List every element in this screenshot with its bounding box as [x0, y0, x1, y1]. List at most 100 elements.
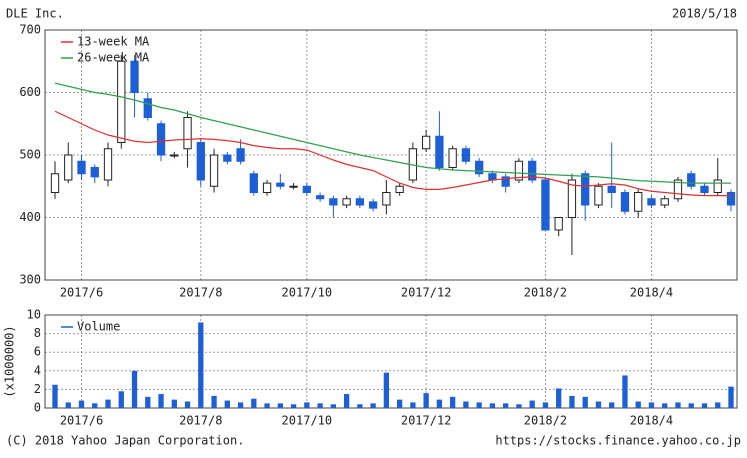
plot-frame: [44, 314, 738, 409]
x-tick-label: 2017/12: [401, 414, 452, 428]
x-tick-label: 2017/8: [179, 286, 222, 300]
volume-bar: [503, 403, 509, 408]
volume-bar: [277, 403, 283, 408]
volume-bar: [343, 394, 350, 408]
candle-body: [448, 148, 457, 168]
candle-body: [170, 154, 179, 157]
volume-bar: [635, 401, 641, 408]
ma-line: [54, 110, 731, 197]
candle-body: [302, 185, 311, 193]
volume-bar: [118, 391, 124, 408]
volume-bar: [463, 401, 469, 408]
candle-body: [567, 179, 577, 218]
candle-body: [223, 154, 232, 162]
volume-bar: [489, 403, 496, 408]
x-tick-label: 2018/4: [630, 286, 673, 300]
volume-bar: [423, 393, 429, 408]
y-tick-label: 400: [19, 210, 41, 224]
candle-body: [541, 179, 550, 231]
candle-body: [501, 176, 510, 187]
volume-bar: [436, 399, 443, 408]
candle-body: [329, 198, 338, 206]
x-tick-label: 2017/12: [401, 286, 452, 300]
candle-body: [475, 160, 484, 175]
y-tick-label: 10: [27, 308, 41, 322]
candle-body: [50, 173, 60, 193]
volume-bar: [211, 395, 217, 408]
volume-bar: [516, 404, 522, 408]
volume-bar: [145, 396, 151, 408]
x-tick-label: 2017/6: [60, 286, 103, 300]
y-tick-label: 4: [34, 363, 41, 377]
candle-body: [713, 179, 722, 193]
volume-bar: [158, 394, 164, 408]
candle-body: [581, 173, 590, 206]
volume-bar: [383, 372, 390, 408]
volume-bar: [476, 402, 482, 408]
volume-bar: [251, 398, 257, 408]
legend-label: Volume: [77, 320, 120, 334]
candle-body: [156, 123, 166, 156]
candle-body: [196, 142, 205, 181]
candle-body: [461, 148, 471, 162]
volume-bar: [396, 399, 403, 408]
legend-label: 13-week MA: [77, 35, 150, 49]
ma-line: [54, 82, 731, 184]
candle-body: [700, 185, 709, 193]
candle-body: [103, 148, 113, 181]
legend-label: 26-week MA: [77, 51, 150, 65]
candle-body: [395, 185, 404, 193]
candle-body: [130, 60, 139, 93]
volume-bar: [290, 404, 297, 408]
plot-frame: [44, 29, 738, 281]
volume-bar: [304, 402, 310, 408]
volume-bar: [317, 403, 323, 408]
volume-bar: [171, 399, 177, 408]
x-tick-label: 2017/6: [60, 414, 103, 428]
volume-bar: [52, 384, 58, 408]
y-tick-label: 8: [34, 326, 41, 340]
candle-body: [236, 148, 245, 162]
volume-bar: [662, 403, 668, 408]
volume-bar: [237, 402, 244, 408]
y-tick-label: 700: [19, 23, 41, 37]
candle-body: [620, 192, 630, 212]
candle-body: [647, 198, 656, 206]
volume-bar: [105, 399, 111, 408]
volume-bar: [595, 401, 602, 408]
source-url: https://stocks.finance.yahoo.co.jp: [495, 434, 741, 448]
volume-bar: [701, 403, 708, 408]
volume-bar: [609, 402, 615, 408]
copyright: (C) 2018 Yahoo Japan Corporation.: [6, 434, 244, 448]
y-tick-label: 300: [19, 273, 41, 287]
volume-bar: [410, 402, 416, 408]
candle-body: [209, 154, 219, 187]
volume-bar: [224, 400, 230, 408]
candle-body: [594, 185, 603, 206]
volume-bar: [65, 402, 71, 408]
candle-body: [289, 185, 298, 188]
candle-body: [315, 195, 325, 200]
x-tick-label: 2018/2: [524, 414, 567, 428]
y-tick-label: 0: [34, 401, 41, 415]
volume-bar: [78, 400, 85, 408]
x-tick-label: 2018/4: [630, 414, 673, 428]
candle-body: [421, 135, 431, 150]
y-tick-label: 2: [34, 382, 41, 396]
candle-body: [634, 192, 643, 212]
candle-body: [726, 192, 736, 206]
candle-body: [382, 192, 391, 206]
y-tick-label: 6: [34, 345, 41, 359]
volume-bar: [330, 404, 337, 408]
volume-bar: [622, 375, 628, 408]
x-tick-label: 2017/10: [282, 286, 333, 300]
volume-bar: [198, 322, 204, 408]
candle-body: [355, 198, 365, 206]
volume-bar: [688, 403, 694, 408]
candle-body: [64, 154, 73, 181]
volume-bar: [449, 396, 456, 408]
volume-bar: [542, 402, 549, 408]
candle-body: [435, 135, 444, 168]
volume-bar: [648, 402, 655, 408]
